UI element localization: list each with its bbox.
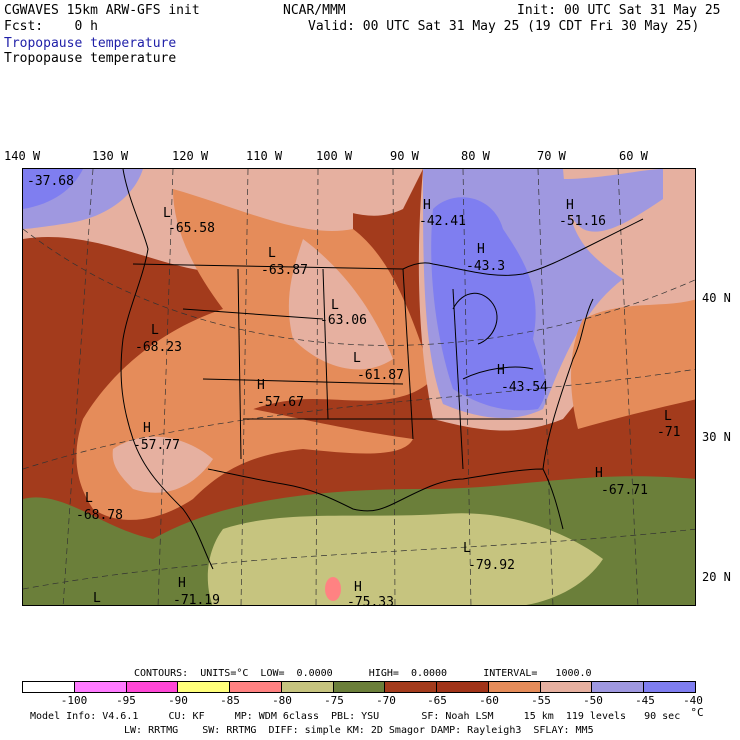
colorbar-tick: -40 xyxy=(683,694,703,707)
map-extremum-value: -61.87 xyxy=(357,368,404,383)
colorbar-tick: -85 xyxy=(220,694,240,707)
colorbar-tick: -100 xyxy=(60,694,88,707)
tropopause-temperature-map: L -65.58 L -63.87 L -63.06 L -68.23 L -6… xyxy=(22,168,696,606)
map-extremum-letter: H xyxy=(595,466,603,481)
map-extremum-value: -63.87 xyxy=(261,263,308,278)
colorbar-units: °C xyxy=(690,706,704,719)
region-fill xyxy=(288,239,393,370)
map-extremum-value: -65.58 xyxy=(168,221,215,236)
map-extremum-value: -42.41 xyxy=(419,214,466,229)
lon-label: 130 W xyxy=(92,149,129,163)
model-physics: LW: RRTMG SW: RRTMG DIFF: simple KM: 2D … xyxy=(124,725,594,736)
colorbar-segment xyxy=(592,682,645,692)
valid-time: Valid: 00 UTC Sat 31 May 25 (19 CDT Fri … xyxy=(308,19,700,34)
map-extremum-value: -67.71 xyxy=(601,483,648,498)
lon-label: 80 W xyxy=(461,149,490,163)
map-extremum-value: -57.77 xyxy=(133,438,180,453)
model-info: Model Info: V4.6.1 CU: KF MP: WDM 6class… xyxy=(30,711,681,722)
colorbar-tick: -95 xyxy=(116,694,136,707)
region-fill xyxy=(571,299,695,429)
colorbar-segment xyxy=(178,682,231,692)
colorbar-tick: -45 xyxy=(635,694,655,707)
colorbar-segment xyxy=(540,682,593,692)
colorbar-segment xyxy=(126,682,179,692)
map-extremum-letter: H xyxy=(477,242,485,257)
map-extremum-letter: H xyxy=(423,198,431,213)
colorbar-segment xyxy=(488,682,541,692)
map-extremum-value: -68.23 xyxy=(135,340,182,355)
map-extremum-value: -51.16 xyxy=(559,214,606,229)
map-extremum-letter: L xyxy=(463,541,471,556)
map-extremum-letter: H xyxy=(354,580,362,595)
cold-spot xyxy=(325,577,341,601)
map-extremum-letter: L xyxy=(163,206,171,221)
map-extremum-value: -71.19 xyxy=(173,593,220,606)
map-extremum-value: -37.68 xyxy=(27,174,74,189)
map-extremum-value: -71 xyxy=(657,425,680,440)
map-extremum-value: -63.06 xyxy=(320,313,367,328)
region-fill xyxy=(273,169,423,216)
lat-label: 40 N xyxy=(702,291,731,305)
lon-label: 100 W xyxy=(316,149,353,163)
region-fill xyxy=(431,197,546,411)
colorbar-segment xyxy=(74,682,127,692)
lon-label: 90 W xyxy=(390,149,419,163)
colorbar-segment xyxy=(333,682,386,692)
map-extremum-letter: L xyxy=(93,591,101,606)
organization-label: NCAR/MMM xyxy=(283,3,346,18)
colorbar-segment xyxy=(281,682,334,692)
lon-label: 120 W xyxy=(172,149,209,163)
field-title-blue: Tropopause temperature xyxy=(4,36,177,51)
field-title: Tropopause temperature xyxy=(4,51,177,66)
map-extremum-value: -57.67 xyxy=(257,395,304,410)
colorbar-tick: -70 xyxy=(376,694,396,707)
lat-label: 30 N xyxy=(702,430,731,444)
colorbar-tick: -50 xyxy=(583,694,603,707)
map-extremum-value: -79.92 xyxy=(468,558,515,573)
map-extremum-letter: L xyxy=(151,323,159,338)
colorbar-tick: -60 xyxy=(479,694,499,707)
model-title: CGWAVES 15km ARW-GFS init xyxy=(4,3,200,18)
map-extremum-letter: H xyxy=(257,378,265,393)
map-extremum-letter: L xyxy=(268,246,276,261)
colorbar-segment xyxy=(230,682,282,692)
lon-label: 60 W xyxy=(619,149,648,163)
map-extremum-value: -43.3 xyxy=(466,259,505,274)
map-extremum-value: -75.33 xyxy=(347,595,394,606)
map-extremum-letter: L xyxy=(331,298,339,313)
map-extremum-letter: H xyxy=(143,421,151,436)
colorbar-segment xyxy=(644,682,695,692)
colorbar-tick: -75 xyxy=(324,694,344,707)
colorbar-segment xyxy=(437,682,489,692)
colorbar-tick: -90 xyxy=(168,694,188,707)
region-fill xyxy=(23,169,83,209)
colorbar-tick: -55 xyxy=(531,694,551,707)
lon-label: 70 W xyxy=(537,149,566,163)
map-extremum-letter: L xyxy=(353,351,361,366)
colorbar-tick: -80 xyxy=(272,694,292,707)
colorbar-tick: -65 xyxy=(427,694,447,707)
region-fill xyxy=(83,189,433,469)
map-extremum-letter: H xyxy=(497,363,505,378)
init-time: Init: 00 UTC Sat 31 May 25 xyxy=(517,3,721,18)
lon-label: 110 W xyxy=(246,149,283,163)
lon-label: 140 W xyxy=(4,149,41,163)
map-extremum-letter: L xyxy=(85,491,93,506)
lat-label: 20 N xyxy=(702,570,731,584)
colorbar-segment xyxy=(385,682,438,692)
map-extremum-letter: L xyxy=(664,409,672,424)
map-extremum-value: -43.54 xyxy=(501,380,548,395)
map-extremum-letter: H xyxy=(178,576,186,591)
region-fill xyxy=(563,169,663,232)
map-extremum-letter: H xyxy=(566,198,574,213)
contour-info: CONTOURS: UNITS=°C LOW= 0.0000 HIGH= 0.0… xyxy=(134,668,592,679)
colorbar xyxy=(22,681,696,693)
region-fill xyxy=(207,513,603,605)
map-extremum-value: -68.78 xyxy=(76,508,123,523)
forecast-hour: Fcst: 0 h xyxy=(4,19,98,34)
colorbar-segment xyxy=(23,682,75,692)
